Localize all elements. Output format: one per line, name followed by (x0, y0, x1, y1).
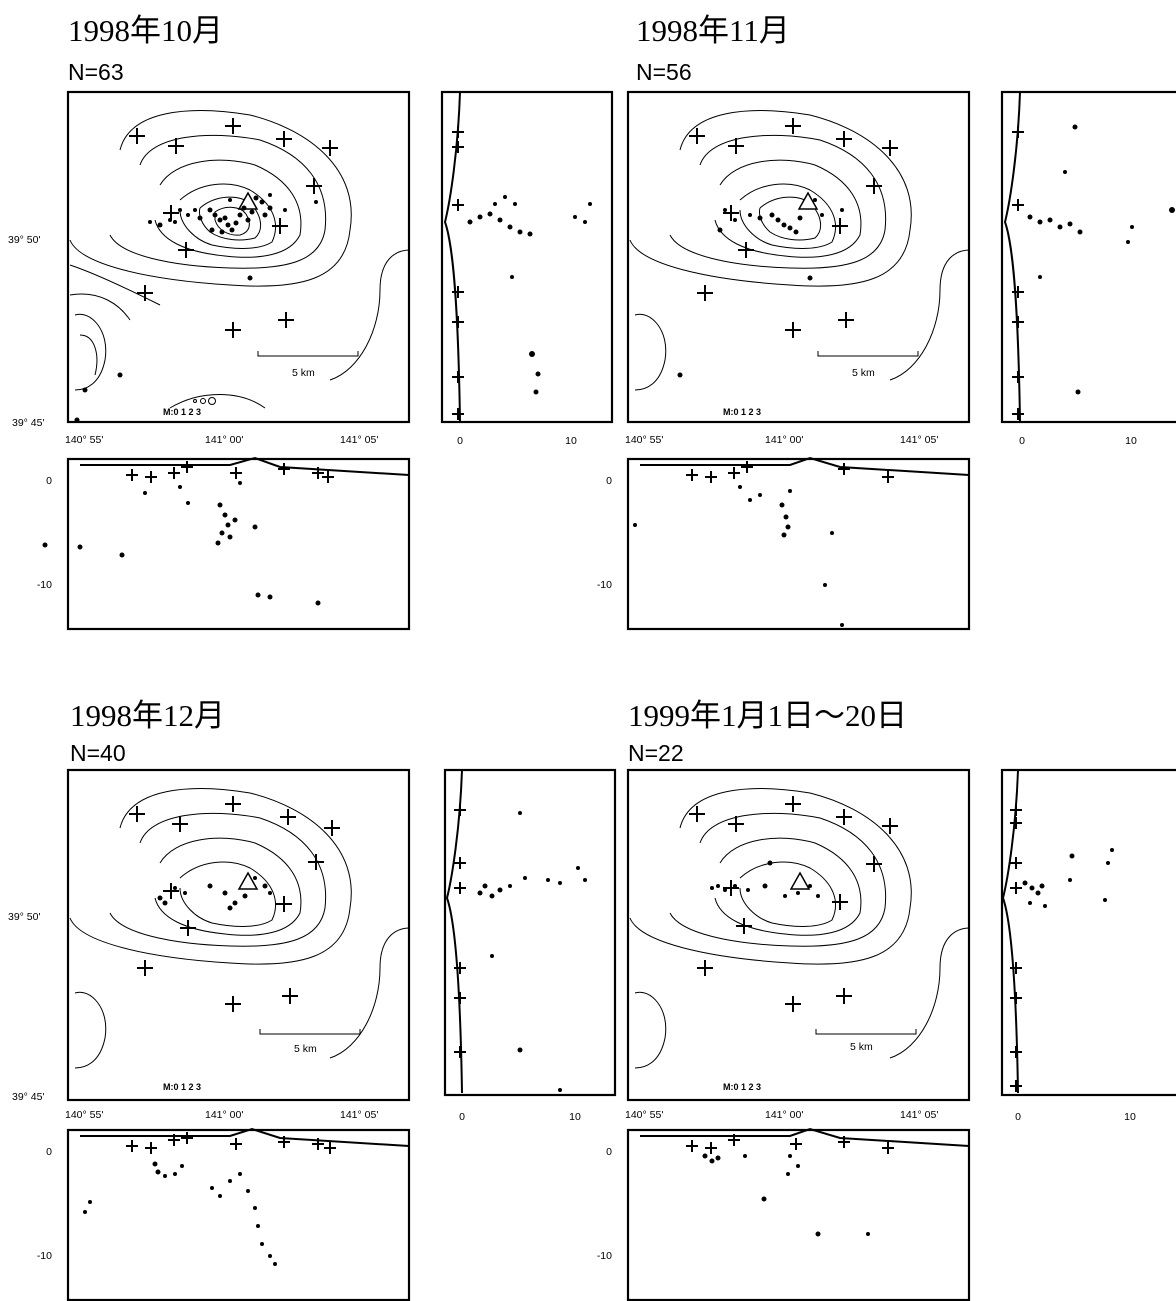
panel-title: 1999年1月1日～20日 (628, 698, 907, 733)
epicenter-map: 5 km M:0 1 2 3 140° 55' 141° 00' 141° 05… (625, 90, 971, 446)
depth-tick-0: 0 (46, 1146, 52, 1158)
depth-tick-10: -10 (37, 579, 52, 591)
panel-title: 1998年11月 (636, 13, 790, 48)
side-tick-10: 10 (1124, 1111, 1136, 1123)
map-frame (66, 90, 411, 424)
ns-cross-section: 0 10 (440, 90, 614, 447)
lon-label-05: 141° 05' (900, 1109, 938, 1121)
lon-label-00: 141° 00' (205, 1109, 243, 1121)
lon-label-00: 141° 00' (205, 434, 243, 446)
scale-label: 5 km (852, 367, 875, 379)
ns-cross-section: 0 10 (1000, 768, 1176, 1123)
magnitude-legend-label: M:0 1 2 3 (723, 1082, 761, 1092)
lat-label-50: 39° 50' (8, 234, 40, 246)
event-count: N=63 (68, 59, 124, 85)
side-tick-10: 10 (1125, 435, 1137, 447)
lon-label-55: 140° 55' (65, 434, 103, 446)
lat-label-45: 39° 45' (12, 417, 44, 429)
scale-bar: 5 km (257, 351, 359, 379)
ew-cross-section: 0 -10 (597, 456, 971, 631)
depth-tick-10: -10 (597, 579, 612, 591)
lat-label-45: 39° 45' (12, 1091, 44, 1103)
epicenter-map: 5 km M:0 1 2 3 39° 50' 39° 45' 140° 55' … (8, 768, 411, 1121)
ew-cross-section: 0 -10 (37, 1127, 411, 1301)
ew-cross-section: 0 -10 (37, 456, 411, 631)
scale-label: 5 km (850, 1041, 873, 1053)
scale-label: 5 km (292, 367, 315, 379)
side-tick-10: 10 (565, 435, 577, 447)
depth-tick-10: -10 (37, 1250, 52, 1262)
event-count: N=56 (636, 59, 692, 85)
summit-triangle (237, 191, 259, 210)
magnitude-legend-label: M:0 1 2 3 (163, 407, 201, 417)
epicenters (74, 193, 318, 423)
side-tick-10: 10 (569, 1111, 581, 1123)
lon-label-05: 141° 05' (340, 434, 378, 446)
depth-tick-0: 0 (606, 1146, 612, 1158)
lon-label-00: 141° 00' (765, 1109, 803, 1121)
ns-cross-section: 0 10 (443, 768, 617, 1123)
map-axis-labels: 39° 50' 39° 45' 140° 55' 141° 00' 141° 0… (8, 234, 378, 446)
depth-tick-0: 0 (46, 475, 52, 487)
station-markers (129, 118, 338, 338)
depth-tick-10: -10 (597, 1250, 612, 1262)
lon-label-55: 140° 55' (625, 1109, 663, 1121)
epicenter-map: 5 km M:0 1 2 3 39° 50' 39° 45' 140° 55' … (8, 90, 411, 446)
panel-title: 1998年12月 (70, 698, 225, 733)
magnitude-legend: M:0 1 2 3 (163, 397, 216, 417)
event-count: N=40 (70, 740, 126, 766)
event-count: N=22 (628, 740, 684, 766)
ns-cross-section: 0 10 (1000, 90, 1176, 447)
lon-label-55: 140° 55' (65, 1109, 103, 1121)
side-tick-0: 0 (1015, 1111, 1021, 1123)
magnitude-legend-label: M:0 1 2 3 (723, 407, 761, 417)
side-tick-0: 0 (459, 1111, 465, 1123)
side-tick-0: 0 (1019, 435, 1025, 447)
panel-title: 1998年10月 (68, 13, 223, 48)
magnitude-legend-label: M:0 1 2 3 (163, 1082, 201, 1092)
depth-tick-0: 0 (606, 475, 612, 487)
epicenter-map: 5 km M:0 1 2 3 140° 55' 141° 00' 141° 05… (625, 768, 971, 1121)
lon-label-55: 140° 55' (625, 434, 663, 446)
scale-label: 5 km (294, 1043, 317, 1055)
lon-label-05: 141° 05' (900, 434, 938, 446)
lat-label-50: 39° 50' (8, 911, 40, 923)
ew-cross-section: 0 -10 (597, 1127, 971, 1301)
contour-lines (69, 110, 411, 409)
lon-label-05: 141° 05' (340, 1109, 378, 1121)
side-tick-0: 0 (457, 435, 463, 447)
lon-label-00: 141° 00' (765, 434, 803, 446)
